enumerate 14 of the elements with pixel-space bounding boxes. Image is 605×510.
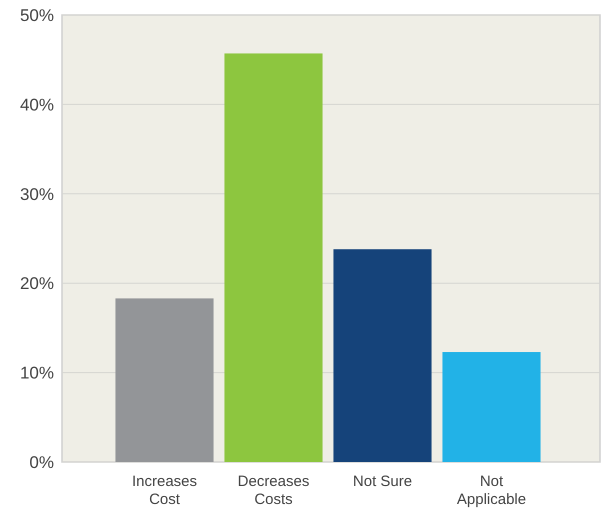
x-tick-label: Not Applicable [456, 473, 526, 508]
y-tick-label: 50% [20, 6, 54, 25]
y-tick-label: 20% [20, 274, 54, 294]
x-tick-label: Not Sure [352, 473, 412, 490]
bar [115, 298, 214, 462]
bar [224, 53, 323, 462]
x-tick-label: Increases Cost [132, 473, 198, 508]
y-tick-label: 40% [20, 95, 54, 114]
y-tick-label: 0% [29, 452, 54, 472]
bar [442, 352, 541, 462]
x-tick-label: Decreases Costs [238, 473, 310, 508]
y-tick-label: 30% [20, 184, 54, 204]
bar [333, 249, 432, 462]
y-tick-label: 10% [20, 364, 54, 383]
